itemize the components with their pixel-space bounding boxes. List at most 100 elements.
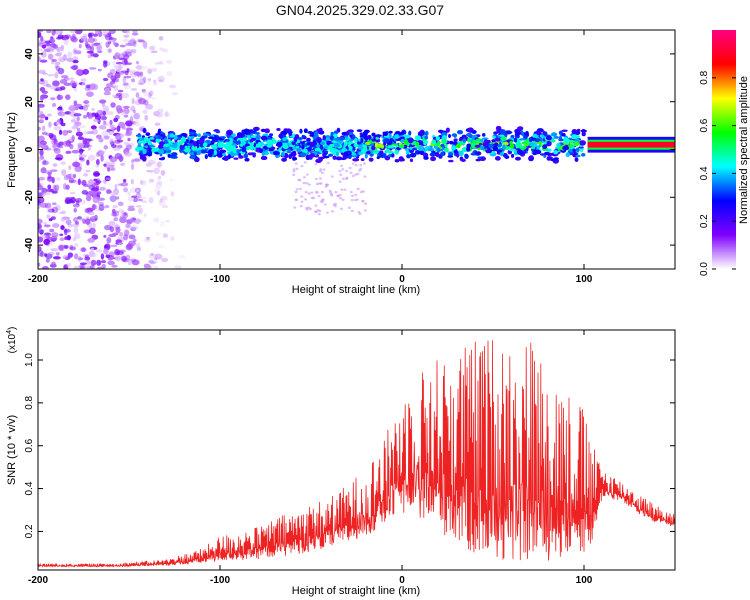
- spectrogram-cell: [106, 237, 112, 244]
- spectrogram-cell: [130, 88, 138, 91]
- spectrogram-cell: [575, 154, 581, 158]
- spectrogram-cell: [109, 124, 116, 130]
- spectrogram-cell: [466, 132, 473, 137]
- spectrogram-cell: [171, 92, 178, 96]
- spectrogram-cell: [69, 35, 77, 42]
- spectrogram-cell: [71, 149, 80, 154]
- spectrogram-cell: [63, 39, 69, 46]
- spectrogram-cell: [499, 152, 504, 157]
- spectrogram-cell: [348, 166, 352, 170]
- spectrogram-cell: [58, 48, 64, 52]
- spectrogram-cell: [113, 217, 119, 222]
- spectrogram-cell: [152, 146, 156, 150]
- spectrogram-cell: [72, 237, 77, 242]
- spectrogram-cell: [73, 227, 79, 234]
- spectrogram-cell: [72, 161, 81, 168]
- spectrogram-cell: [411, 147, 418, 151]
- spectrogram-cell: [82, 137, 88, 144]
- spectrogram-cell: [114, 52, 121, 58]
- spectrogram-cell: [133, 71, 142, 76]
- spectrogram-cell: [40, 50, 47, 58]
- spectrogram-cell: [125, 120, 133, 127]
- spectrogram-cell: [95, 151, 100, 157]
- spectrogram-cell: [451, 145, 457, 151]
- spectrogram-cell: [96, 44, 103, 52]
- spectrogram-cell: [72, 59, 79, 64]
- spectrogram-cell: [50, 49, 55, 52]
- colorbar-label: Normalized spectral amplitude: [738, 76, 750, 224]
- spectrogram-cell: [143, 90, 149, 97]
- spectrogram-cell: [452, 141, 458, 146]
- spectrogram-cell: [481, 133, 486, 137]
- spectrogram-cell: [243, 153, 249, 159]
- spectrogram-cell: [514, 156, 521, 161]
- spectrogram-cell: [98, 137, 104, 143]
- spectrogram-cell: [38, 228, 45, 233]
- spectrogram-cell: [509, 140, 513, 145]
- spectrogram-cell: [455, 152, 460, 157]
- spectrogram-cell: [366, 150, 371, 155]
- spectrogram-cell: [398, 144, 405, 149]
- spectrogram-cell: [113, 84, 119, 91]
- spectrogram-cell: [104, 204, 110, 209]
- spectrogram-cell: [118, 94, 123, 101]
- spectrogram-cell: [157, 175, 162, 180]
- spectrogram-cell: [48, 218, 53, 222]
- spectrogram-cell: [115, 226, 121, 234]
- spectrogram-cell: [293, 137, 298, 143]
- spectrogram-cell: [353, 143, 359, 148]
- spectrogram-cell: [125, 223, 131, 229]
- spectrogram-cell: [46, 45, 55, 51]
- spectrogram-cell: [243, 128, 251, 134]
- spectrogram-cell: [53, 184, 60, 189]
- spectrogram-cell: [53, 125, 62, 131]
- spectrogram-cell: [95, 134, 102, 139]
- spectrogram-cell: [65, 150, 72, 154]
- spectrogram-cell: [397, 138, 401, 141]
- spectrogram-cell: [131, 78, 135, 83]
- spectrogram-cell: [202, 135, 208, 139]
- spectrogram-cell: [305, 182, 309, 185]
- spectrogram-cell: [318, 177, 322, 180]
- snr-ytick-label: 1.0: [24, 353, 35, 367]
- spectrogram-cell: [435, 136, 440, 141]
- spectrogram-cell: [357, 144, 364, 150]
- spectrogram-cell: [494, 137, 501, 142]
- spectrogram-cell: [312, 196, 316, 200]
- spectrogram-cell: [38, 200, 42, 206]
- spectrogram-cell: [349, 190, 353, 194]
- spectrogram-cell: [482, 142, 488, 146]
- spectrogram-cell: [445, 127, 450, 133]
- spectrogram-cell: [38, 196, 45, 204]
- spectrogram-cell: [131, 225, 139, 230]
- spectrogram-cell: [534, 138, 541, 143]
- spectrogram-cell: [107, 167, 111, 172]
- spectrogram-cell: [132, 41, 137, 47]
- spectrogram-cell: [309, 153, 316, 158]
- spectrogram-cell: [322, 150, 328, 154]
- spectrogram-cell: [43, 224, 51, 228]
- spectrogram-cell: [107, 32, 112, 36]
- spectrogram-cell: [109, 80, 116, 85]
- spectrogram-cell: [158, 200, 166, 207]
- spectrogram-cell: [286, 142, 293, 146]
- spectrogram-cell: [571, 134, 579, 140]
- colorbar-tick-label: 0.0: [699, 262, 710, 276]
- spectrogram-cell: [68, 179, 77, 183]
- spectrogram-cell: [578, 146, 584, 149]
- spectrogram-cell: [467, 127, 474, 133]
- spectrogram-cell: [340, 188, 344, 191]
- spectrogram-cell: [130, 38, 136, 42]
- spectrogram-cell: [213, 149, 218, 156]
- spectrogram-cell: [404, 140, 409, 145]
- spectrogram-cell: [354, 173, 358, 176]
- spectrogram-cell: [451, 133, 458, 137]
- spectrogram-cell: [153, 265, 160, 269]
- spectrogram-cell: [326, 161, 330, 165]
- spectrogram-cell: [130, 178, 134, 185]
- colorbar-tick-label: 0.6: [699, 118, 710, 132]
- spectrogram-cell: [223, 155, 229, 161]
- spectrogram-cell: [144, 114, 149, 121]
- spectrogram-cell: [152, 80, 158, 87]
- spectrogram-cell: [54, 140, 59, 146]
